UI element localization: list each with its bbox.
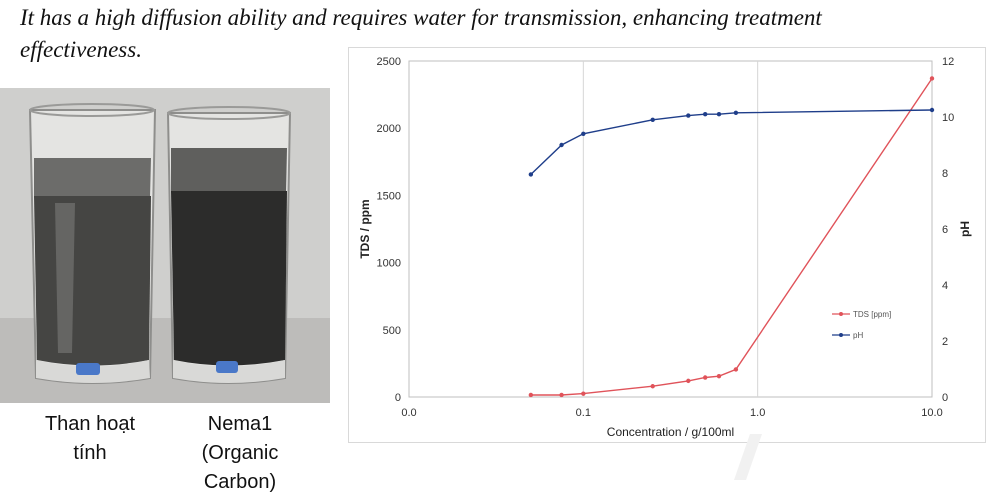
x-tick-label: 0.0 [401, 407, 416, 419]
y-right-tick-label: 12 [942, 56, 954, 68]
data-point-ph [581, 131, 586, 136]
data-point-ph [702, 112, 708, 117]
data-point-ph [650, 117, 655, 123]
legend-marker-tds-ppm [839, 312, 843, 316]
page-heading: It has a high diffusion ability and requ… [20, 5, 822, 62]
y-left-tick-label: 500 [383, 325, 401, 337]
y-left-axis-title: TDS / ppm [358, 199, 372, 258]
right-glass [166, 106, 292, 384]
legend-label-tds-ppm: TDS [ppm] [853, 310, 891, 319]
data-point-ph [686, 113, 691, 118]
chart-frame: 0.0 0.1 1.0 10.0 0 500 1000 1500 2000 2500 0 2 4 6 8 10… [348, 47, 986, 443]
tds-ph-chart: 0.0 0.1 1.0 10.0050010001500200025000246810… [358, 56, 972, 439]
y-left-tick-label: 2500 [377, 56, 401, 68]
data-point-ph [528, 172, 534, 177]
watermark-logo [734, 434, 762, 480]
caption-activated-carbon: Than hoạt tính [44, 413, 136, 464]
y-right-tick-label: 8 [942, 168, 948, 180]
glasses-photo [0, 88, 330, 403]
x-axis-title: Concentration / g/100ml [607, 425, 734, 439]
data-point-ph [733, 110, 739, 115]
data-point-tds-ppm [686, 378, 691, 384]
y-right-tick-label: 0 [942, 392, 948, 404]
data-point-ph [559, 142, 564, 148]
glasses-photo-image [0, 88, 330, 403]
data-point-tds-ppm [581, 391, 586, 396]
y-right-axis-title: pH [958, 221, 972, 237]
data-point-tds-ppm [559, 392, 564, 398]
plot-area [408, 60, 933, 398]
y-right-tick-label: 6 [942, 224, 948, 236]
left-glass [28, 103, 157, 384]
data-point-tds-ppm [528, 392, 534, 398]
x-tick-label: 10.0 [921, 407, 942, 419]
data-point-ph [929, 107, 935, 113]
data-point-tds-ppm [650, 384, 655, 389]
y-left-tick-label: 1500 [377, 190, 401, 202]
y-left-tick-label: 1000 [377, 258, 401, 270]
y-left-tick-label: 0 [395, 392, 401, 404]
data-point-tds-ppm [702, 375, 708, 380]
y-right-tick-label: 10 [942, 112, 954, 124]
legend-marker-ph [839, 333, 843, 337]
caption-nema1: Nema1 (Organic Carbon) [201, 413, 279, 493]
series-line-ph [530, 109, 933, 175]
x-tick-label: 0.1 [576, 407, 591, 419]
legend-label-ph: pH [853, 331, 863, 340]
y-left-tick-label: 2000 [377, 123, 401, 135]
y-right-tick-label: 2 [942, 336, 948, 348]
data-point-tds-ppm [716, 373, 722, 379]
series-line-tds-ppm [530, 78, 933, 396]
y-right-tick-label: 4 [942, 280, 948, 292]
x-tick-label: 1.0 [750, 407, 765, 419]
data-point-ph [716, 112, 722, 117]
data-point-tds-ppm [929, 76, 935, 81]
data-point-tds-ppm [733, 367, 739, 372]
